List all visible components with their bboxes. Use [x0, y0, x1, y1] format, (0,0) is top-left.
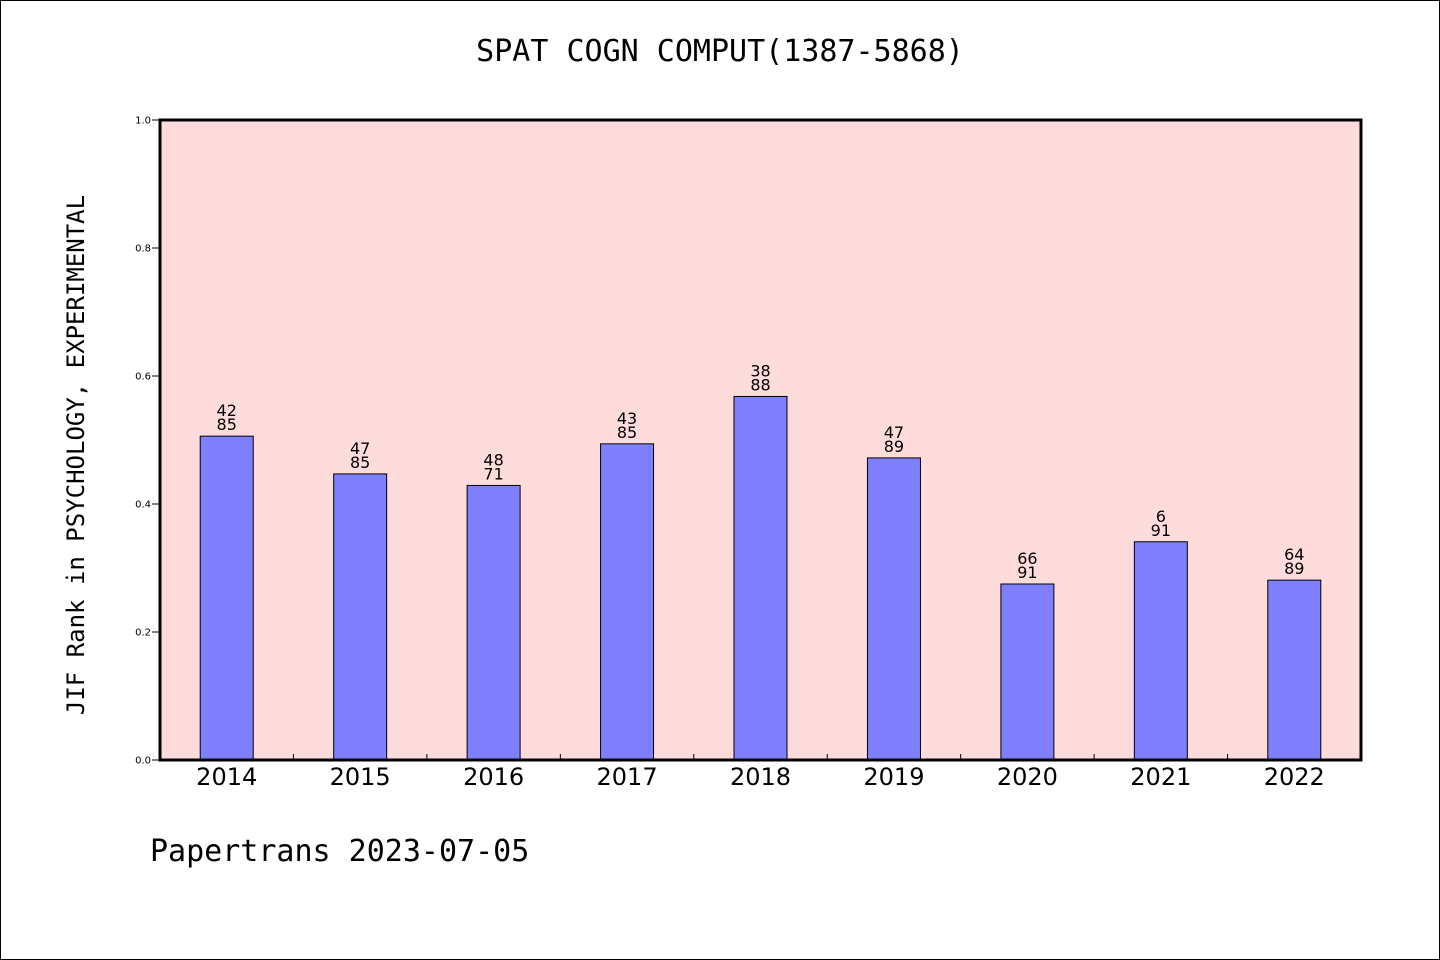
bar-2018 — [733, 395, 788, 761]
data-label-top: 38 — [750, 361, 770, 380]
x-tick-label: 2017 — [597, 763, 658, 791]
x-tick-label: 2016 — [463, 763, 524, 791]
data-label-top: 42 — [217, 401, 237, 420]
bar-2016 — [466, 484, 521, 761]
data-label-top: 43 — [617, 409, 637, 428]
data-label-bottom: 91 — [1151, 521, 1171, 540]
x-tick-label: 2020 — [997, 763, 1058, 791]
x-tick-label: 2014 — [196, 763, 257, 791]
data-label-top: 64 — [1284, 545, 1304, 564]
y-tick-label: 0.8 — [135, 244, 151, 255]
data-label-bottom: 85 — [617, 423, 637, 442]
data-label-bottom: 89 — [884, 437, 904, 456]
x-tick-label: 2019 — [863, 763, 924, 791]
footer-credit: Papertrans 2023-07-05 — [150, 834, 530, 869]
y-tick-label: 0.4 — [135, 500, 151, 511]
bar-2022 — [1267, 579, 1322, 761]
bar-2015 — [333, 473, 388, 761]
bar-2020 — [1000, 583, 1055, 761]
bar-2019 — [866, 457, 921, 761]
data-label-top: 47 — [884, 423, 904, 442]
data-label-bottom: 71 — [483, 464, 503, 483]
data-label-bottom: 91 — [1017, 563, 1037, 582]
x-tick-label: 2021 — [1130, 763, 1191, 791]
x-tick-label: 2022 — [1264, 763, 1325, 791]
data-label-bottom: 85 — [350, 453, 370, 472]
bar-2021 — [1133, 541, 1188, 761]
y-tick-label: 0.6 — [135, 372, 151, 383]
y-tick-label: 0.2 — [135, 628, 151, 639]
x-tick-label: 2018 — [730, 763, 791, 791]
chart-title: SPAT COGN COMPUT(1387-5868) — [476, 34, 964, 69]
data-label-bottom: 89 — [1284, 559, 1304, 578]
data-label-top: 66 — [1017, 549, 1037, 568]
data-label-top: 48 — [483, 450, 503, 469]
bar-2014 — [199, 435, 254, 761]
plot-border — [158, 118, 1363, 762]
data-label-top: 47 — [350, 439, 370, 458]
x-tick-label: 2015 — [330, 763, 391, 791]
y-tick-label: 1.0 — [135, 116, 151, 127]
data-label-bottom: 88 — [750, 375, 770, 394]
data-label-bottom: 85 — [217, 415, 237, 434]
data-label-top: 6 — [1156, 507, 1166, 526]
bar-2017 — [600, 443, 655, 761]
y-tick-label: 0.0 — [135, 756, 151, 767]
